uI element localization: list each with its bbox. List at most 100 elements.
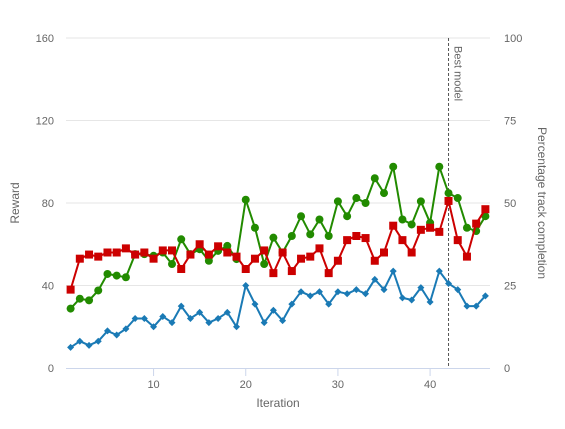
data-point [371,275,379,283]
data-point [269,233,278,242]
data-point [435,267,443,275]
data-point [334,288,342,296]
data-point [370,256,379,265]
data-point [398,236,407,245]
data-point [66,304,75,313]
data-point [241,265,250,273]
data-point [85,250,94,259]
y-axis-title: Reward [8,182,22,223]
data-point [195,240,204,249]
data-point [380,189,388,198]
axes: 0 40 80 120 160 0 25 50 75 100 10 20 30 40 [36,33,523,391]
series-layer [66,162,490,351]
data-point [343,290,351,298]
series-square [66,196,490,294]
data-point [121,273,130,282]
data-point [205,319,213,327]
data-point [426,298,434,306]
data-point [462,223,471,232]
data-point [103,248,112,257]
data-point [223,241,232,250]
data-point [389,267,397,275]
data-point [389,162,398,171]
data-point [113,331,121,339]
data-point [453,194,462,203]
data-point [333,197,342,206]
data-point [297,254,306,263]
data-point [94,337,102,345]
data-point [297,212,306,221]
data-point [131,250,140,259]
data-point [407,220,416,229]
data-point [315,288,323,296]
data-point [343,236,352,245]
y2-tick-label: 100 [504,33,522,45]
y2-tick-label: 0 [504,363,510,375]
data-point [352,286,360,294]
y2-tick-label: 50 [504,198,516,210]
data-point [94,252,103,261]
data-point [122,325,130,333]
data-point [288,300,296,308]
data-point [159,312,167,320]
series-diamond [67,267,489,351]
data-point [454,286,462,294]
data-point [472,219,481,228]
data-point [426,223,435,232]
data-point [196,308,204,316]
data-point [85,341,93,349]
data-point [269,306,277,314]
data-point [251,300,259,308]
data-point [177,265,186,273]
data-point [204,256,213,265]
y-tick-label: 160 [36,33,54,45]
data-point [481,292,489,300]
data-point [333,256,342,265]
data-point [416,225,425,234]
data-point [214,315,222,322]
data-point [250,223,259,232]
data-point [223,308,231,316]
data-point [186,250,195,259]
y2-tick-label: 75 [504,116,516,128]
data-point [408,296,416,304]
data-point [103,327,111,335]
data-point [444,189,453,198]
data-point [150,323,158,331]
data-point [242,282,250,289]
y-tick-label: 120 [36,116,54,128]
data-point [85,296,94,305]
data-point [140,315,148,322]
x-axis-title: Iteration [256,396,299,410]
data-point [204,250,213,259]
data-point [306,292,314,300]
data-point [380,248,388,257]
data-point [269,269,278,278]
data-point [75,294,84,303]
data-point [287,267,296,276]
data-point [315,215,324,224]
data-point [306,252,315,261]
data-point [149,254,158,263]
data-point [278,248,287,257]
data-point [103,269,112,278]
data-point [260,319,268,327]
data-point [472,302,480,310]
data-point [435,162,444,171]
data-point [417,284,425,292]
y2-tick-label: 25 [504,281,516,293]
data-point [324,232,333,240]
data-point [112,248,121,257]
data-point [444,196,453,205]
y-tick-label: 40 [42,281,54,293]
data-point [186,315,194,322]
data-point [352,232,361,240]
series-circle [66,162,490,313]
data-point [380,286,388,294]
data-point [233,323,241,331]
data-point [76,337,84,345]
y2-axis-title: Percentage track completion [535,127,549,279]
data-point [241,195,250,204]
data-point [463,302,471,310]
